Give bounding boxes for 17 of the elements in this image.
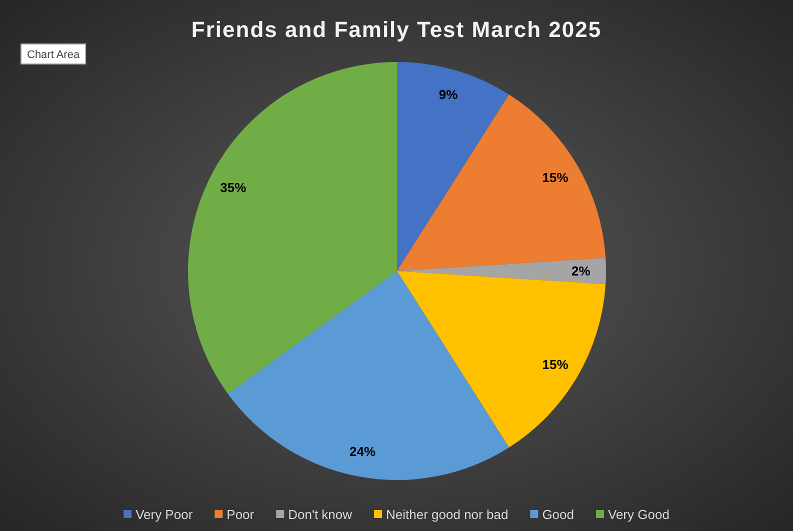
data-label: 24% [350,444,376,460]
legend-label: Good [542,507,574,522]
legend-label: Neither good nor bad [386,507,508,522]
data-label: 15% [542,170,569,185]
pie-slice [188,62,397,394]
pie-slice [228,271,509,480]
data-label: 9% [438,86,458,102]
text: Chart Area [27,48,80,61]
data-label: 35% [220,180,247,196]
legend-label: Poor [226,507,255,522]
legend-label: Don't know [288,507,353,522]
pie-slice [397,62,509,271]
legend-label: Very Poor [136,507,194,522]
chart-title: Friends and Family Test March 2025 [191,17,602,42]
data-label: 15% [542,357,569,372]
data-label: 2% [572,264,591,279]
legend-label: Very Good [608,507,670,522]
